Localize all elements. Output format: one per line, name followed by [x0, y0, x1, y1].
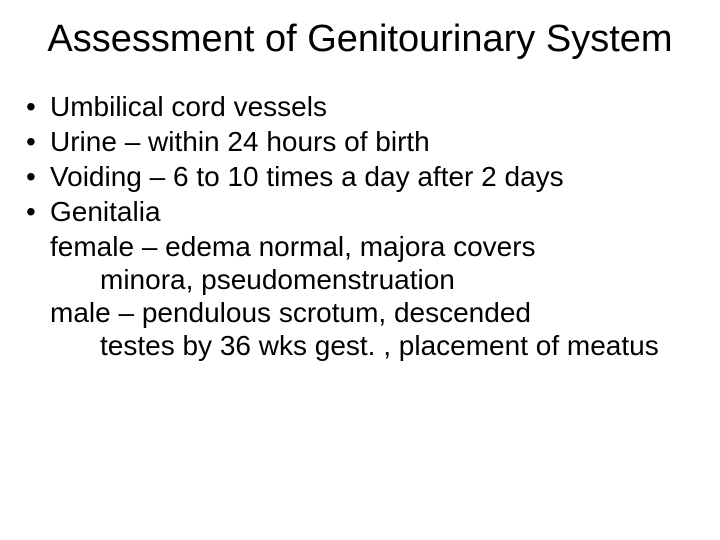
slide: Assessment of Genitourinary System • Umb… [0, 0, 720, 540]
bullet-text: Voiding – 6 to 10 times a day after 2 da… [50, 160, 700, 193]
bullet-item: • Voiding – 6 to 10 times a day after 2 … [20, 160, 700, 193]
bullet-item: • Urine – within 24 hours of birth [20, 125, 700, 158]
slide-body: • Umbilical cord vessels • Urine – withi… [20, 90, 700, 362]
slide-title: Assessment of Genitourinary System [20, 18, 700, 62]
sub-line: female – edema normal, majora covers [50, 230, 700, 263]
bullet-icon: • [20, 195, 50, 228]
sub-line: minora, pseudomenstruation [50, 263, 700, 296]
bullet-text: Genitalia [50, 195, 700, 228]
sub-line: male – pendulous scrotum, descended [50, 296, 700, 329]
bullet-icon: • [20, 125, 50, 158]
bullet-item: • Genitalia [20, 195, 700, 228]
bullet-icon: • [20, 160, 50, 193]
bullet-icon: • [20, 90, 50, 123]
bullet-text: Umbilical cord vessels [50, 90, 700, 123]
sub-line: testes by 36 wks gest. , placement of me… [50, 329, 700, 362]
sub-block: female – edema normal, majora covers min… [20, 230, 700, 362]
bullet-text: Urine – within 24 hours of birth [50, 125, 700, 158]
bullet-item: • Umbilical cord vessels [20, 90, 700, 123]
